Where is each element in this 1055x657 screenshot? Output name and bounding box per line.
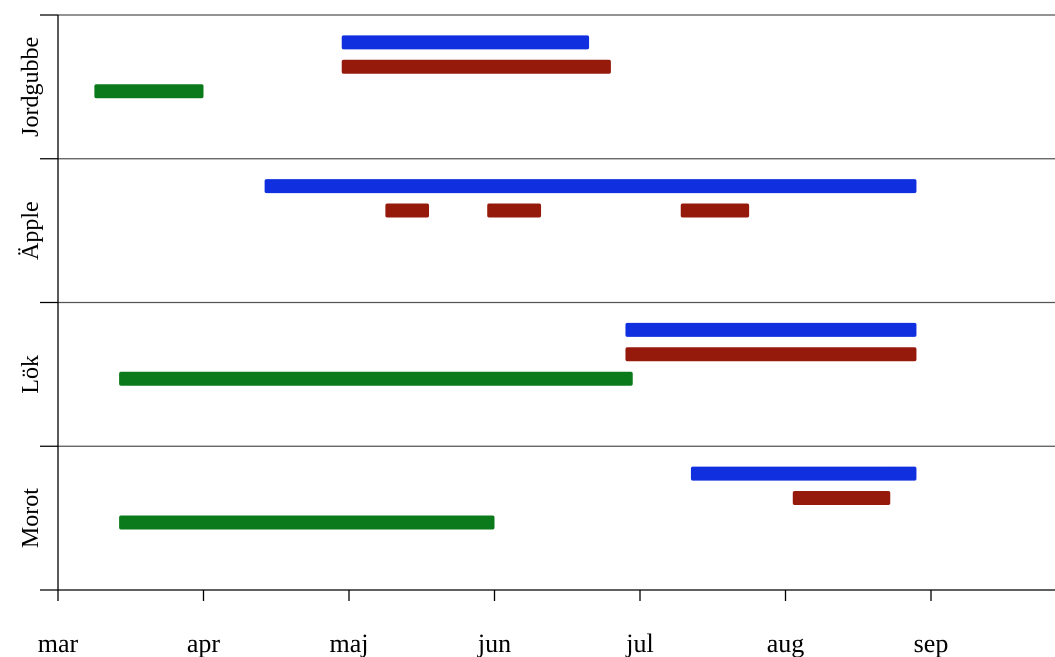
x-tick-label-apr: apr <box>187 629 221 657</box>
bar-apple-red <box>487 203 542 218</box>
row-label-morot: Morot <box>18 488 44 548</box>
row-label-lok: Lök <box>18 355 44 394</box>
bar-apple-red <box>680 203 750 218</box>
bar-apple-red <box>385 203 430 218</box>
x-tick-label-sep: sep <box>914 629 949 657</box>
grid-layer <box>58 14 1055 447</box>
bar-jordgubbe-green <box>94 84 204 99</box>
bar-jordgubbe-red <box>341 59 611 74</box>
x-tick-label-maj: maj <box>330 629 369 657</box>
x-tick-label-jun: jun <box>477 629 511 657</box>
row-label-apple: Äpple <box>18 201 44 260</box>
labels-layer: mar apr maj jun jul aug sep Jordgubbe Äpple Lök Mo… <box>18 37 948 657</box>
bar-morot-blue <box>690 466 917 481</box>
x-tick-label-aug: aug <box>767 629 805 657</box>
bar-lok-red <box>625 347 917 362</box>
x-tick-label-mar: mar <box>38 629 79 657</box>
axis-layer <box>40 14 1055 601</box>
bar-morot-red <box>792 491 891 505</box>
bar-morot-green <box>119 515 495 530</box>
bar-apple-blue <box>264 179 917 194</box>
row-label-jordgubbe: Jordgubbe <box>18 37 44 137</box>
bar-lok-blue <box>625 322 917 337</box>
bar-lok-green <box>119 371 633 386</box>
x-tick-label-jul: jul <box>625 629 653 657</box>
bars-layer <box>94 35 917 530</box>
bar-jordgubbe-blue <box>341 35 590 50</box>
